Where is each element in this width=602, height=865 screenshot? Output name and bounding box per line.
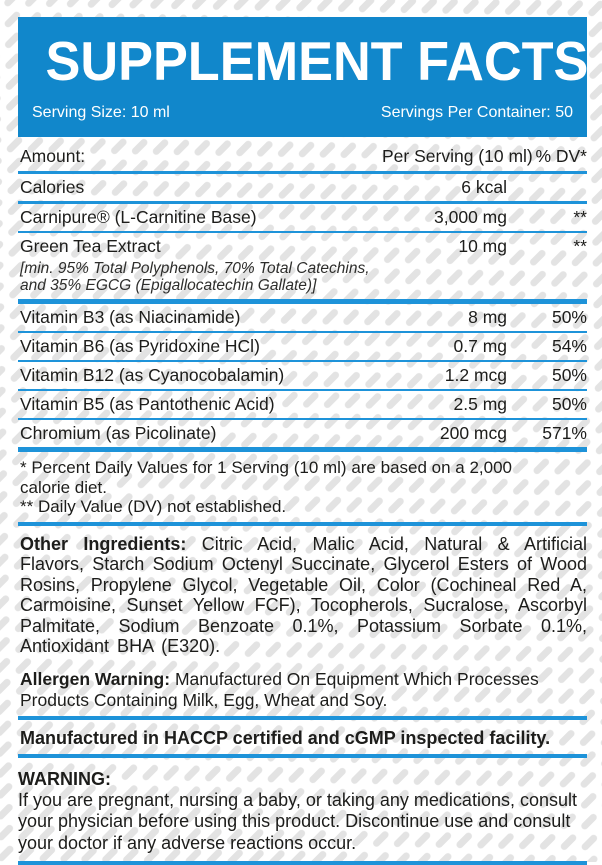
warning-label: WARNING: (18, 768, 111, 789)
nutrient-amount: 8 mg (468, 307, 507, 327)
nutrient-dv: 50% (551, 365, 587, 385)
nutrient-dv: 571% (542, 423, 587, 443)
nutrient-dv: 50% (551, 394, 587, 414)
column-dv: % DV* (535, 146, 587, 166)
serving-info-row: Serving Size: 10 ml Servings Per Contain… (32, 104, 573, 122)
divider (18, 418, 587, 420)
nutrient-name: Carnipure® (L-Carnitine Base) (20, 207, 257, 227)
nutrient-name: Vitamin B6 (as Pyridoxine HCl) (20, 336, 260, 356)
divider-thick (18, 447, 587, 452)
nutrient-name: Vitamin B12 (as Cyanocobalamin) (20, 365, 285, 385)
warning-text: If you are pregnant, nursing a baby, or … (18, 789, 577, 853)
divider-thick (18, 715, 587, 720)
nutrient-amount: 2.5 mg (453, 394, 508, 414)
nutrient-amount: 10 mg (458, 236, 507, 256)
facts-table: Amount: Per Serving (10 ml) % DV* Calori… (18, 137, 587, 526)
nutrient-name: Calories (20, 177, 85, 197)
divider-thick (18, 299, 587, 304)
footnotes: * Percent Daily Values for 1 Serving (10… (18, 452, 587, 522)
nutrient-amount: 0.7 mg (453, 336, 508, 356)
allergen-warning-text: Manufactured On Equipment Which Processe… (20, 668, 539, 710)
table-row: Vitamin B12 (as Cyanocobalamin) 1.2 mcg … (18, 362, 587, 389)
other-ingredients-text: Citric Acid, Malic Acid, Natural & Artif… (20, 533, 587, 657)
table-header-row: Amount: Per Serving (10 ml) % DV* (18, 137, 587, 171)
table-row: Carnipure® (L-Carnitine Base) 3,000 mg *… (18, 204, 587, 231)
nutrient-dv: 50% (551, 307, 587, 327)
supplement-facts-label: SUPPLEMENT FACTS Serving Size: 10 ml Ser… (18, 17, 589, 865)
divider (18, 360, 587, 362)
nutrient-name: Vitamin B3 (as Niacinamide) (20, 307, 241, 327)
nutrient-name: Green Tea Extract (20, 236, 161, 256)
footnote-daily-value: * Percent Daily Values for 1 Serving (10… (20, 458, 513, 497)
divider (18, 231, 587, 233)
nutrient-amount: 6 kcal (461, 177, 507, 197)
nutrient-name: Vitamin B5 (as Pantothenic Acid) (20, 394, 275, 414)
table-row: Vitamin B3 (as Niacinamide) 8 mg 50% (18, 304, 587, 331)
table-row: Chromium (as Picolinate) 200 mcg 571% (18, 420, 587, 447)
divider (18, 389, 587, 391)
nutrient-dv: ** (573, 236, 587, 256)
column-amount-label: Amount: (20, 146, 86, 166)
other-ingredients-label: Other Ingredients: (20, 533, 187, 554)
nutrient-amount: 1.2 mcg (444, 365, 507, 385)
divider (18, 201, 587, 204)
nutrient-note-line: [min. 95% Total Polyphenols, 70% Total C… (20, 260, 370, 277)
nutrient-note: [min. 95% Total Polyphenols, 70% Total C… (18, 260, 587, 299)
footnote-not-established: ** Daily Value (DV) not established. (20, 497, 287, 516)
servings-per-container: Servings Per Container: 50 (380, 104, 573, 122)
other-ingredients: Other Ingredients: Citric Acid, Malic Ac… (18, 534, 587, 657)
facility-note: Manufactured in HACCP certified and cGMP… (20, 727, 551, 748)
divider (18, 331, 587, 333)
nutrient-note-line: and 35% EGCG (Epigallocatechin Gallate)] (20, 277, 317, 294)
page-title: SUPPLEMENT FACTS (45, 30, 589, 92)
allergen-warning: Allergen Warning: Manufactured On Equipm… (18, 669, 578, 711)
serving-size: Serving Size: 10 ml (32, 104, 170, 122)
nutrient-amount: 3,000 mg (434, 207, 507, 227)
table-row: Vitamin B5 (as Pantothenic Acid) 2.5 mg … (18, 391, 587, 418)
header-panel: SUPPLEMENT FACTS Serving Size: 10 ml Ser… (18, 17, 589, 137)
divider-thick (18, 521, 587, 526)
divider-thick (18, 753, 587, 758)
nutrient-amount: 200 mcg (439, 423, 507, 443)
table-row: Calories 6 kcal (18, 174, 587, 201)
nutrient-dv: ** (573, 207, 587, 227)
allergen-warning-label: Allergen Warning: (20, 668, 171, 689)
table-row: Green Tea Extract 10 mg ** (18, 233, 587, 260)
column-per-serving: Per Serving (10 ml) (382, 146, 533, 166)
divider (18, 171, 587, 174)
warning-section: WARNING: If you are pregnant, nursing a … (18, 768, 587, 855)
nutrient-name: Chromium (as Picolinate) (20, 423, 217, 443)
nutrient-dv: 54% (551, 336, 587, 356)
table-row: Vitamin B6 (as Pyridoxine HCl) 0.7 mg 54… (18, 333, 587, 360)
